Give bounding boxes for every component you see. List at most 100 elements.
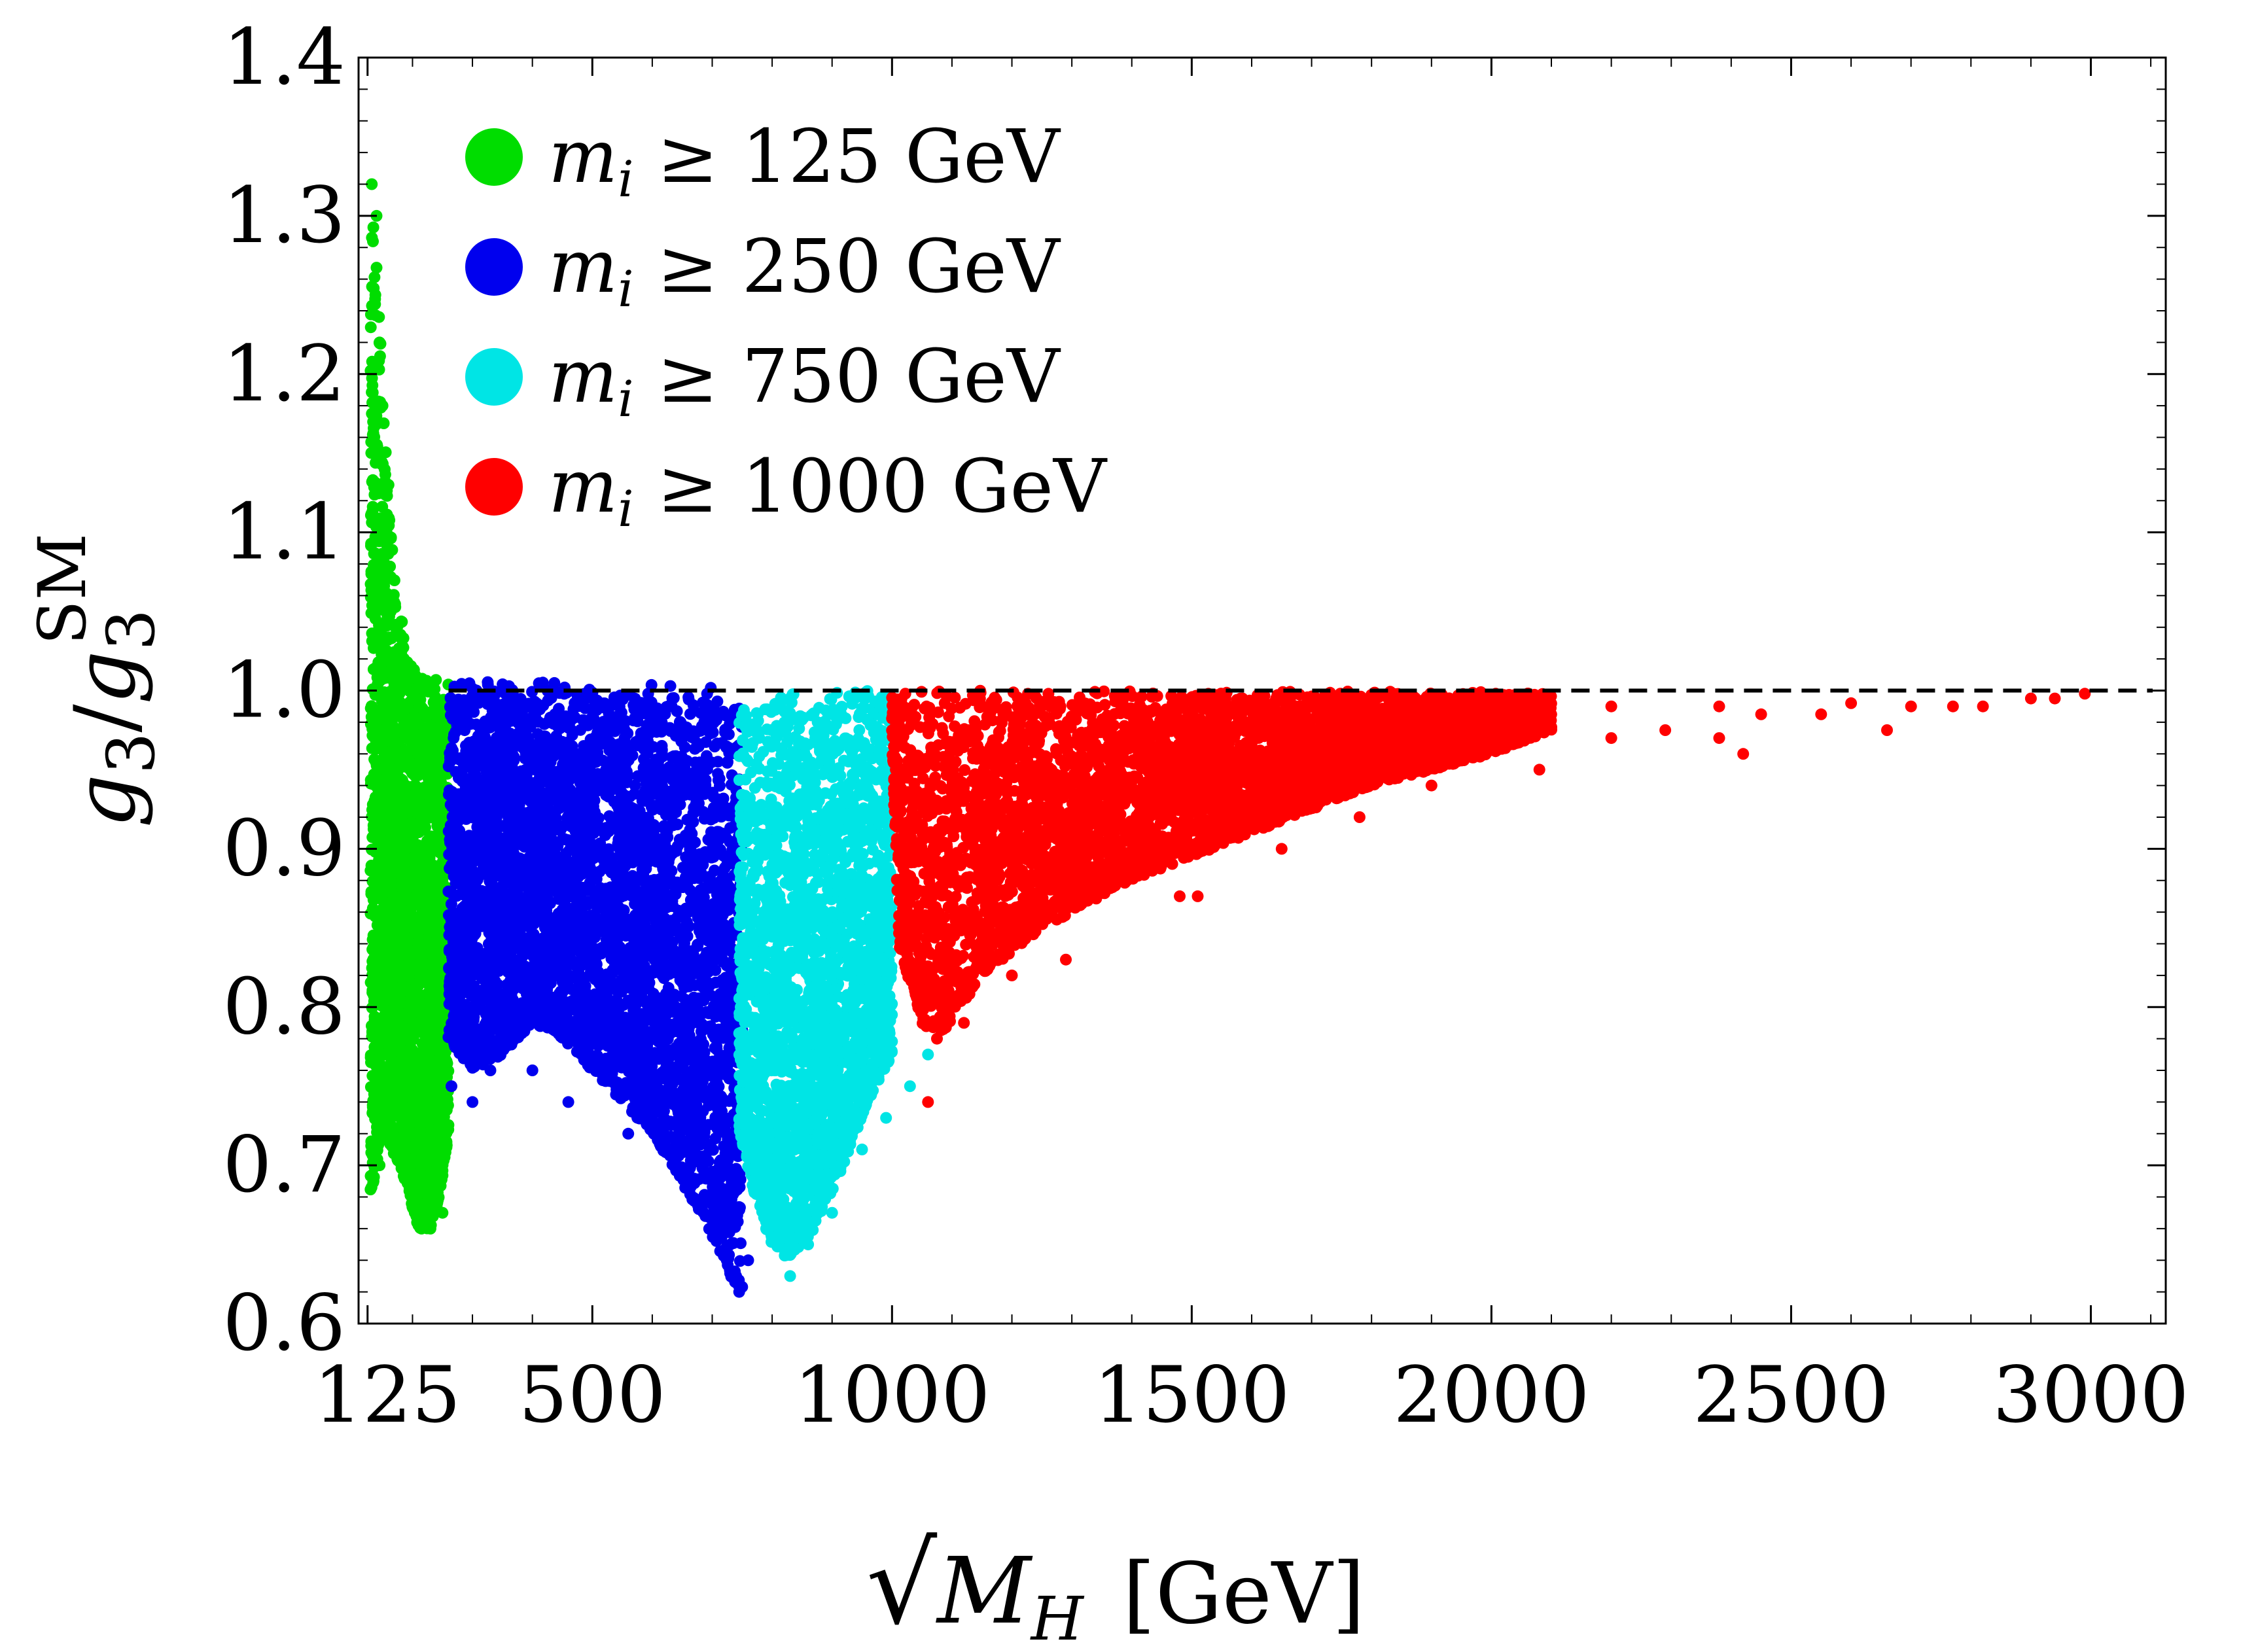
data-point bbox=[370, 262, 383, 274]
data-point bbox=[392, 620, 404, 631]
data-point bbox=[376, 695, 388, 707]
data-point bbox=[376, 725, 389, 737]
data-point bbox=[366, 831, 379, 843]
data-point bbox=[399, 1023, 412, 1035]
data-point bbox=[366, 723, 379, 735]
data-point bbox=[401, 656, 414, 669]
data-point bbox=[395, 938, 407, 951]
outlier-point bbox=[436, 1206, 449, 1219]
data-point bbox=[427, 696, 440, 709]
data-point bbox=[389, 890, 400, 903]
data-point bbox=[381, 924, 393, 937]
series-1-points bbox=[364, 178, 455, 1235]
data-point bbox=[383, 512, 395, 524]
data-point bbox=[398, 904, 411, 917]
outlier-point bbox=[367, 1175, 379, 1187]
data-point bbox=[383, 1060, 395, 1072]
data-point bbox=[417, 1051, 430, 1063]
data-point bbox=[397, 1050, 410, 1062]
data-point bbox=[387, 589, 400, 601]
data-point bbox=[366, 987, 379, 998]
data-point bbox=[400, 964, 412, 976]
data-point bbox=[396, 839, 408, 852]
data-point bbox=[370, 1042, 383, 1055]
data-point bbox=[638, 753, 650, 765]
data-point bbox=[399, 779, 412, 792]
data-point bbox=[419, 1173, 432, 1186]
outlier-point bbox=[382, 479, 395, 491]
data-point bbox=[432, 810, 445, 822]
data-point bbox=[406, 1098, 419, 1111]
data-point bbox=[376, 591, 389, 603]
data-point bbox=[393, 726, 405, 738]
data-point bbox=[367, 235, 379, 247]
data-point bbox=[389, 985, 402, 997]
data-point bbox=[403, 917, 415, 929]
data-point bbox=[368, 422, 379, 434]
data-point bbox=[414, 923, 427, 935]
data-point bbox=[391, 951, 403, 964]
data-point bbox=[393, 747, 405, 759]
data-point bbox=[366, 569, 379, 581]
data-point bbox=[364, 321, 377, 334]
data-point bbox=[430, 674, 442, 686]
data-point bbox=[440, 1066, 453, 1079]
data-point bbox=[369, 547, 381, 559]
data-point bbox=[423, 773, 436, 785]
outlier-point bbox=[374, 336, 386, 349]
data-point bbox=[381, 612, 394, 625]
data-point bbox=[419, 1186, 431, 1198]
data-point bbox=[368, 1099, 381, 1112]
data-point bbox=[427, 921, 439, 933]
data-point bbox=[373, 355, 385, 367]
data-point bbox=[391, 697, 404, 709]
data-point bbox=[367, 221, 379, 234]
data-point bbox=[386, 544, 398, 556]
data-point bbox=[419, 786, 432, 799]
data-point bbox=[415, 847, 427, 859]
data-point bbox=[397, 828, 410, 840]
data-point bbox=[370, 682, 383, 694]
data-point bbox=[401, 806, 414, 818]
data-point bbox=[378, 417, 390, 429]
data-point bbox=[438, 1008, 450, 1021]
data-point bbox=[387, 1095, 400, 1107]
data-point bbox=[379, 463, 391, 476]
data-point bbox=[419, 958, 432, 970]
outlier-point bbox=[376, 400, 389, 412]
data-point bbox=[429, 1113, 442, 1125]
data-point bbox=[419, 722, 431, 735]
data-point bbox=[400, 679, 412, 691]
data-point bbox=[370, 813, 383, 825]
data-point bbox=[407, 826, 419, 838]
data-point bbox=[394, 758, 406, 770]
data-point bbox=[395, 1008, 408, 1021]
data-point bbox=[378, 798, 391, 811]
data-point bbox=[375, 558, 387, 571]
data-point bbox=[369, 612, 381, 625]
data-point bbox=[378, 574, 391, 586]
data-point bbox=[371, 478, 383, 491]
data-point bbox=[414, 815, 427, 827]
data-point bbox=[423, 1083, 435, 1095]
outlier-point bbox=[424, 1222, 436, 1235]
data-point bbox=[374, 947, 386, 959]
data-point bbox=[384, 875, 397, 887]
data-point bbox=[386, 1076, 398, 1088]
data-point bbox=[389, 686, 402, 699]
data-point bbox=[375, 1074, 387, 1086]
data-point bbox=[442, 1119, 455, 1131]
data-point bbox=[434, 895, 447, 907]
data-point bbox=[381, 1019, 394, 1031]
data-point bbox=[374, 879, 386, 892]
data-point bbox=[385, 818, 398, 830]
data-point bbox=[402, 951, 414, 964]
data-point bbox=[432, 1191, 445, 1203]
data-point bbox=[370, 309, 382, 321]
data-point bbox=[421, 739, 433, 751]
data-point bbox=[433, 990, 446, 1002]
data-point bbox=[397, 1154, 409, 1167]
data-point bbox=[427, 905, 439, 918]
data-point bbox=[376, 856, 389, 868]
data-point bbox=[394, 868, 406, 880]
